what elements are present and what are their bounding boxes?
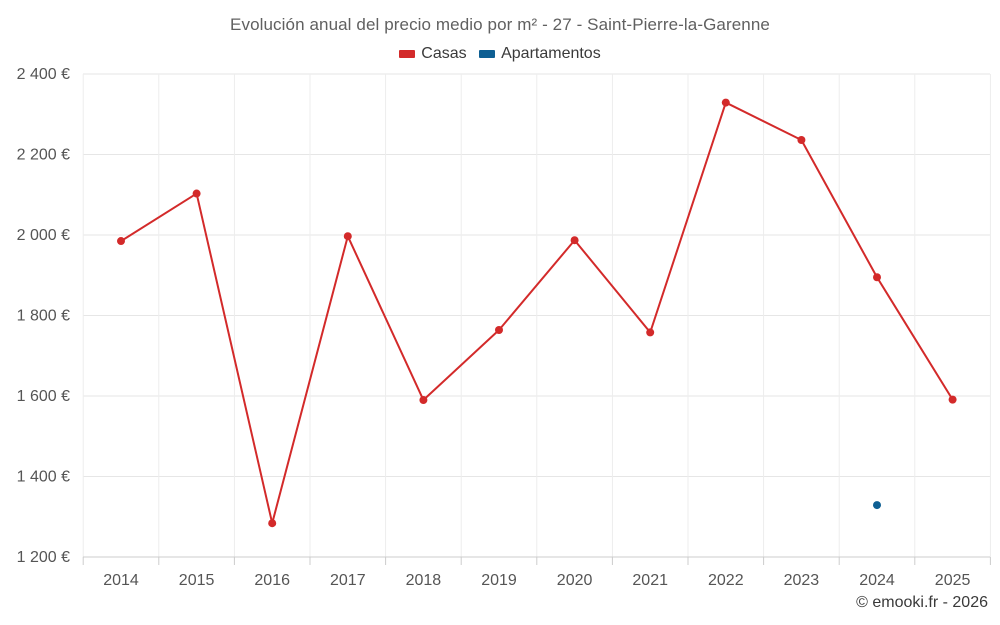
x-tick-label: 2015: [179, 572, 215, 589]
data-point-casas: [268, 519, 277, 528]
legend-label-apartamentos: Apartamentos: [501, 45, 601, 62]
x-tick-label: 2017: [330, 572, 366, 589]
y-tick-label: 1 200 €: [17, 549, 70, 566]
data-point-casas: [192, 189, 201, 198]
data-point-casas: [570, 236, 579, 245]
y-tick-label: 2 000 €: [17, 227, 70, 244]
legend-swatch-casas: [399, 50, 416, 58]
axes: 2 400 € 2 200 € 2 000 € 1 800 € 1 600 € 1 400…: [17, 66, 991, 589]
data-point-casas: [343, 232, 352, 241]
chart-title: Evolución anual del precio medio por m² …: [230, 15, 770, 34]
credit-text: © emooki.fr - 2026: [856, 594, 988, 611]
x-tick-label: 2020: [557, 572, 593, 589]
data-point-casas: [948, 395, 957, 404]
y-tick-label: 2 400 €: [17, 66, 70, 83]
data-point-casas: [419, 396, 428, 405]
legend-label-casas: Casas: [421, 45, 467, 62]
legend-swatch-apartamentos: [479, 50, 496, 58]
x-tick-label: 2023: [784, 572, 820, 589]
x-tick-label: 2021: [632, 572, 668, 589]
x-tick-label: 2022: [708, 572, 744, 589]
data-point-casas: [721, 98, 730, 107]
y-tick-label: 1 400 €: [17, 469, 70, 486]
data-point-apartamentos: [873, 501, 881, 510]
x-tick-label: 2016: [254, 572, 290, 589]
y-tick-label: 1 600 €: [17, 388, 70, 405]
series-line-casas: [120, 101, 954, 525]
legend-item-apartamentos[interactable]: Apartamentos: [479, 45, 601, 63]
x-tick-label: 2019: [481, 572, 517, 589]
data-point-casas: [646, 328, 655, 337]
legend: Casas Apartamentos: [0, 45, 1000, 63]
data-point-casas: [797, 136, 806, 145]
x-tick-label: 2025: [935, 572, 971, 589]
data-point-casas: [495, 325, 503, 334]
series: [117, 98, 957, 528]
x-tick-label: 2024: [859, 572, 895, 589]
y-tick-label: 1 800 €: [17, 308, 70, 325]
data-point-casas: [873, 273, 881, 282]
legend-item-casas[interactable]: Casas: [399, 45, 467, 63]
x-tick-label: 2018: [406, 572, 442, 589]
x-tick-label: 2014: [103, 572, 139, 589]
grid: [82, 73, 991, 557]
y-tick-label: 2 200 €: [17, 147, 70, 164]
data-point-casas: [117, 237, 125, 246]
